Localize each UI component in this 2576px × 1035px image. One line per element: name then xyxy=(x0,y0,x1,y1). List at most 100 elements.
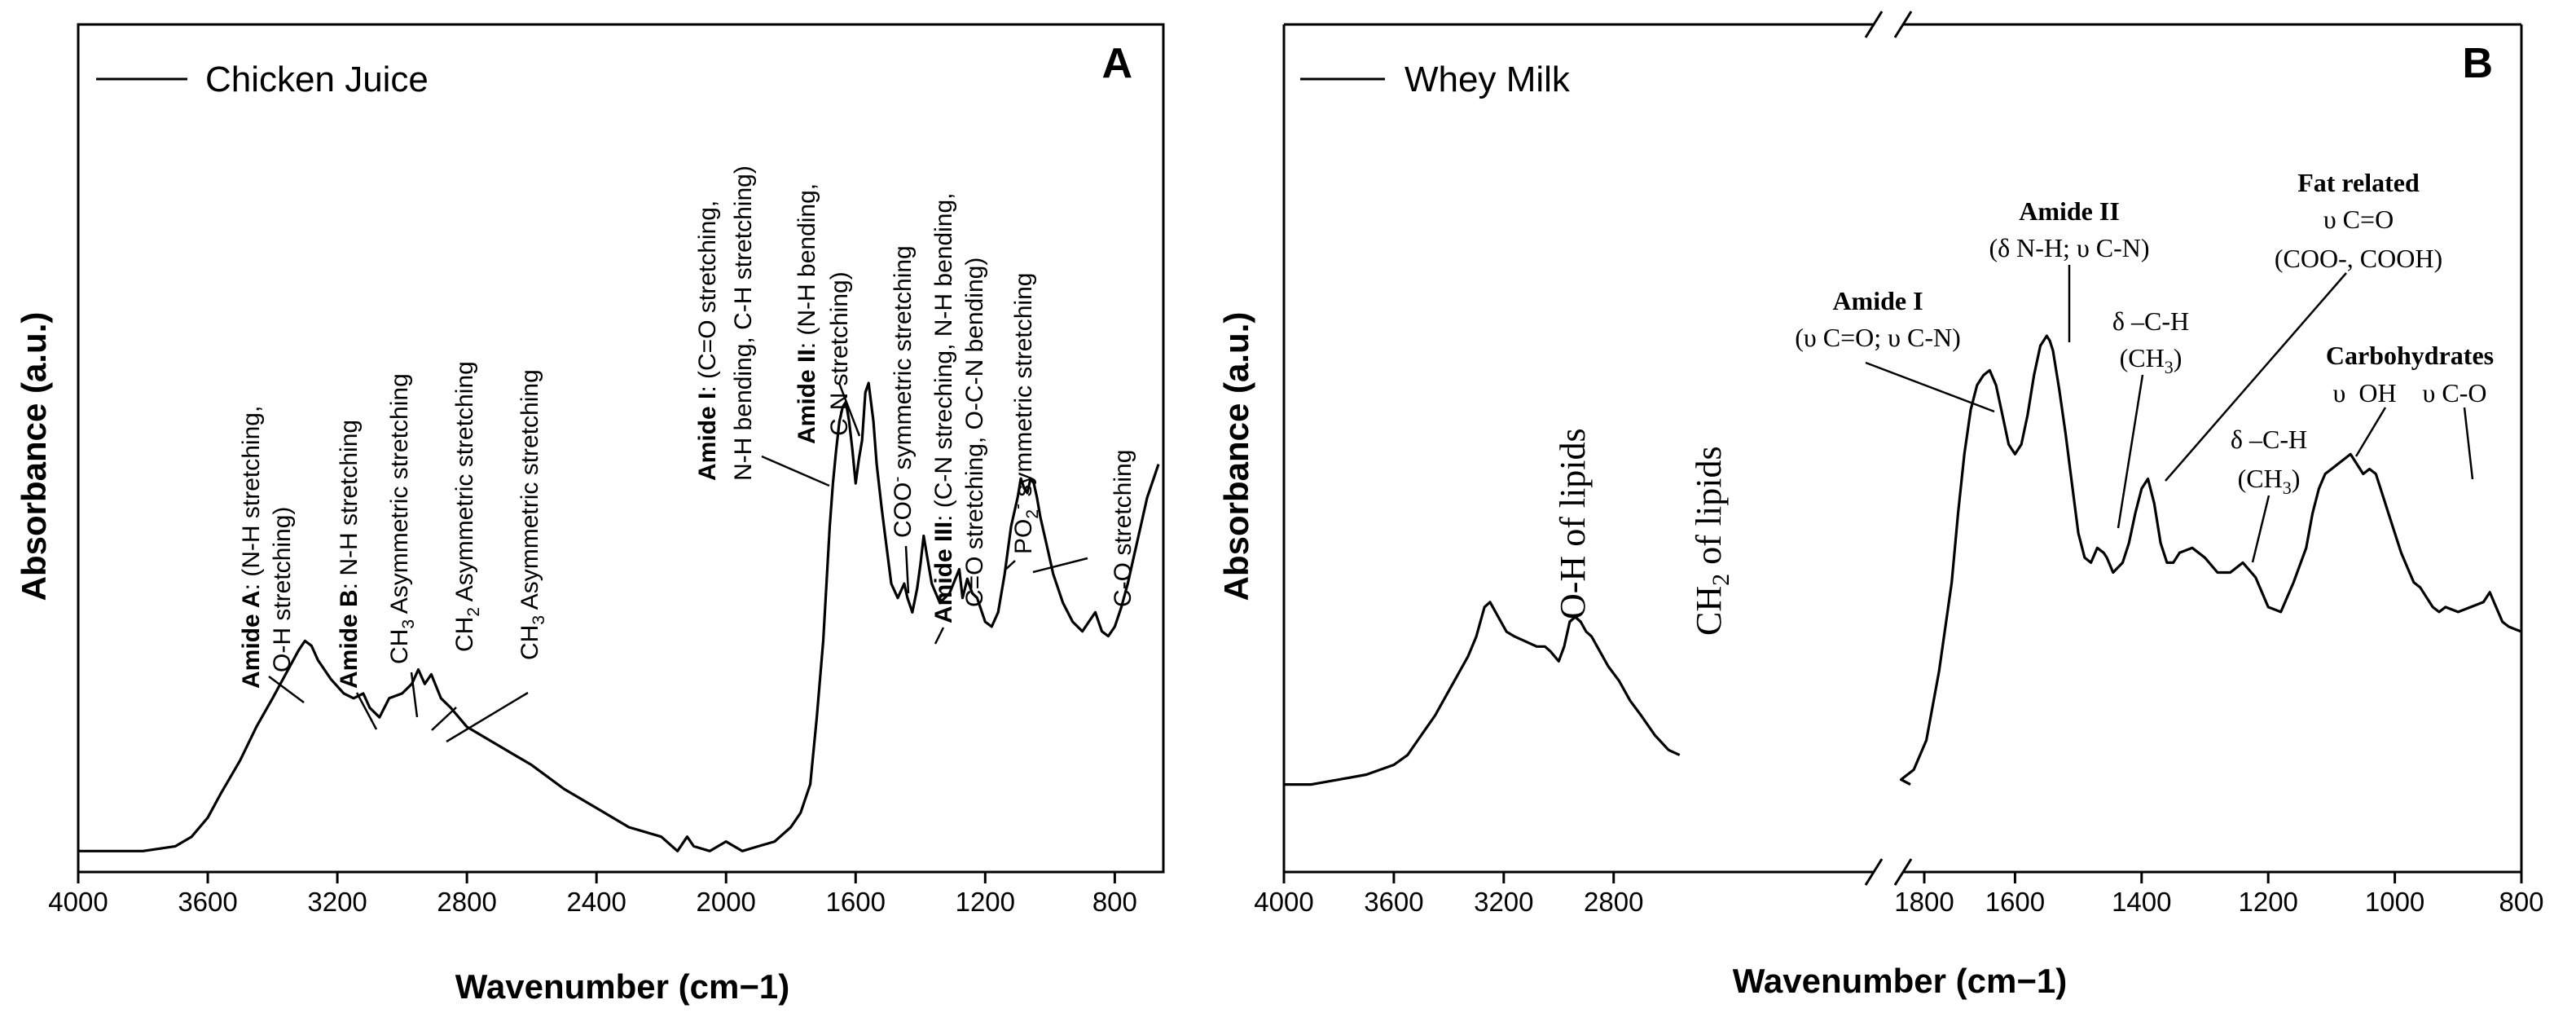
ann-a-po2: PO2- symmetric stretching xyxy=(1009,273,1042,554)
ann-b-fat-line1: υ C=O xyxy=(2323,205,2394,234)
ann-a-amide-a-line2: O-H stretching) xyxy=(269,507,296,672)
arrow-b-carb-co xyxy=(2463,407,2474,480)
ann-a-amide-iii-line2: C=O stretching, O-C-N bending) xyxy=(961,258,988,607)
ann-a-amide-iii-line1: Amide III: (C-N streching, N-H bending, xyxy=(930,192,957,623)
panel-b-letter: B xyxy=(2462,40,2493,87)
ann-b-dch2-e: ) xyxy=(2292,464,2301,493)
panel-b-axis-breaks xyxy=(1864,11,1913,886)
arrow-a-ch3 xyxy=(410,672,419,718)
ann-a-ch3b-a: CH xyxy=(517,625,543,660)
ann-a-amide-i-line1: Amide I: (C=O stretching, xyxy=(694,200,721,481)
ann-a-ch2-sub: 2 xyxy=(464,607,483,617)
panel-a-frame xyxy=(77,23,1165,874)
arrow-a-amide-i xyxy=(761,455,830,487)
ann-a-amide-ii-bold: Amide II xyxy=(793,349,820,444)
ann-a-amide-i-bold: Amide I xyxy=(694,393,721,481)
arrow-a-amide-ii xyxy=(837,382,861,437)
break-top-2 xyxy=(1893,11,1913,38)
ann-a-coo: COO- symmetric stretching xyxy=(888,245,917,538)
arrow-b-dch-1 xyxy=(2117,374,2144,529)
panel-b-ylabel: Absorbance (a.u.) xyxy=(1217,312,1255,601)
panel-a-xtick-label: 2000 xyxy=(697,887,756,917)
ann-a-amide-ii-rest: : (N-H bending, xyxy=(793,183,820,349)
ann-b-fat-line2: (COO-, COOH) xyxy=(2275,244,2442,273)
arrow-a-co xyxy=(1032,557,1088,574)
panel-a-xlabel: Wavenumber (cm−1) xyxy=(455,967,789,1006)
ann-b-fat-title: Fat related xyxy=(2297,168,2420,197)
ann-a-amide-b-bold: Amide B xyxy=(336,589,363,689)
panel-b-legend-label: Whey Milk xyxy=(1404,59,1571,99)
panel-a-xtick-label: 1200 xyxy=(956,887,1015,917)
panel-a-spectrum-line xyxy=(78,381,1160,852)
panel-b-xtick-labels: 4000 3600 3200 2800 1800 1600 1400 1200 1000 800 xyxy=(1254,887,2543,917)
arrow-b-fat xyxy=(2165,272,2347,482)
panel-b-spectrum-line-left xyxy=(1284,601,1681,786)
panel-a-letter: A xyxy=(1101,40,1132,87)
ann-a-amide-iii-rest: : (C-N streching, N-H bending, xyxy=(930,192,957,521)
ann-a-ch3-asym: CH3 Asymmetric stretching xyxy=(386,373,418,664)
break-top-1 xyxy=(1864,11,1884,38)
arrow-a-amide-b xyxy=(355,692,378,730)
ann-a-amide-b-rest: : N-H stretching xyxy=(336,420,363,589)
ann-a-ch3b-sub: 3 xyxy=(530,615,548,625)
ann-a-coo-a: COO xyxy=(890,482,917,538)
ann-b-amide-ii-desc: (δ N-H; υ C-N) xyxy=(1989,233,2149,262)
arrow-b-carb-oh xyxy=(2354,407,2387,457)
panel-b-xtick-label: 2800 xyxy=(1584,887,1643,917)
ann-b-dch1-sub: 3 xyxy=(2165,357,2174,377)
panel-b-xtick-label: 1800 xyxy=(1894,887,1954,917)
ann-b-dch2-sub: 3 xyxy=(2283,478,2292,498)
ann-a-coo-rest: symmetric stretching xyxy=(890,245,917,476)
ann-a-amide-ii-line1: Amide II: (N-H bending, xyxy=(793,183,820,444)
ann-b-amide-i-desc: (υ C=O; υ C-N) xyxy=(1795,323,1961,352)
ann-b-oh-lipids: O-H of lipids xyxy=(1553,428,1593,619)
arrow-b-amide-i xyxy=(1865,361,1995,413)
ann-a-ch3-a: CH xyxy=(386,629,413,664)
panel-b-xtick-label: 1400 xyxy=(2112,887,2171,917)
break-bottom-1 xyxy=(1864,858,1884,886)
ann-a-po2-sup: - xyxy=(1009,504,1027,509)
ann-b-amide-ii-title: Amide II xyxy=(2019,196,2120,226)
ann-a-ch3-asym-2: CH3 Asymmetric stretching xyxy=(517,369,548,660)
panel-b-xtick-label: 3600 xyxy=(1364,887,1423,917)
ann-a-amide-i-line2: N-H bending, C-H stretching) xyxy=(730,165,757,481)
ann-b-ch2-rest: of lipids xyxy=(1689,446,1729,573)
panel-a-xtick-label: 2400 xyxy=(566,887,626,917)
arrow-a-coo xyxy=(904,545,910,594)
ann-a-ch2-rest: Asymmetric stretching xyxy=(451,361,478,607)
ann-b-carb-line: υ OH υ C-O xyxy=(2332,378,2486,407)
ann-b-ch2-a: CH xyxy=(1689,586,1729,636)
panel-b-xtick-label: 1600 xyxy=(1985,887,2045,917)
panel-a-xtick-label: 3200 xyxy=(307,887,367,917)
panel-b-xtick-label: 3200 xyxy=(1474,887,1533,917)
ann-b-dch1-e: ) xyxy=(2174,343,2183,372)
arrow-a-ch3-2 xyxy=(446,691,529,743)
ann-a-ch3-sub: 3 xyxy=(399,619,418,629)
panel-a-xtick-label: 2800 xyxy=(437,887,496,917)
ann-a-ch3-rest: Asymmetric stretching xyxy=(386,373,413,619)
arrow-a-amide-iii xyxy=(934,627,945,645)
ann-b-ch2-sub: 2 xyxy=(1708,574,1734,586)
panel-a-xtick-label: 4000 xyxy=(48,887,108,917)
ann-a-coo-sup: - xyxy=(888,477,907,482)
panel-a-arrows xyxy=(268,382,1088,743)
panel-a-xtick-label: 3600 xyxy=(178,887,237,917)
panel-a-ylabel: Absorbance (a.u.) xyxy=(15,312,53,601)
panel-a: 4000 3600 3200 2800 2400 2000 1600 1200 800 Chic… xyxy=(15,23,1165,1006)
break-bottom-2 xyxy=(1893,858,1913,886)
ann-a-ch2-asym: CH2 Asymmetric stretching xyxy=(451,361,483,652)
arrow-a-amide-a xyxy=(268,675,305,704)
panel-b-xticks xyxy=(1282,872,2523,883)
ann-b-carb-title: Carbohydrates xyxy=(2326,341,2494,370)
ann-a-po2-a: PO xyxy=(1010,519,1037,554)
panel-b-xtick-label: 800 xyxy=(2499,887,2543,917)
ann-a-ch3b-rest: Asymmetric stretching xyxy=(517,369,543,615)
ann-a-po2-sub: 2 xyxy=(1023,509,1042,519)
ann-b-ch2-lipids: CH2 of lipids xyxy=(1689,446,1734,636)
ann-b-dch-2: δ –C-H xyxy=(2231,425,2307,454)
panel-b-xtick-label: 4000 xyxy=(1254,887,1313,917)
panel-a-legend-label: Chicken Juice xyxy=(205,59,429,99)
panel-b: 4000 3600 3200 2800 1800 1600 1400 1200 1000 800 … xyxy=(1217,11,2544,1000)
ann-a-amide-a-bold: Amide A xyxy=(238,590,265,689)
